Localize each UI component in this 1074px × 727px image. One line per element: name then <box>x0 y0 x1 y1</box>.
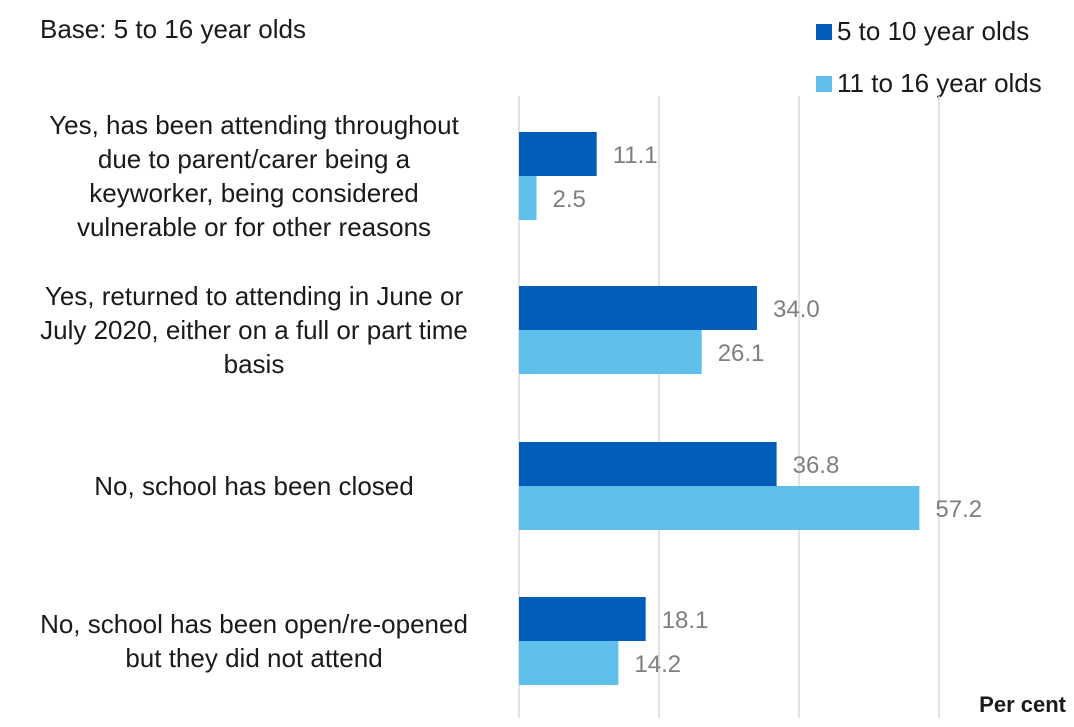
data-label: 11.1 <box>613 142 658 169</box>
category-label: basis <box>224 349 285 379</box>
category-label: Yes, returned to attending in June or <box>45 281 464 311</box>
data-label: 57.2 <box>935 496 982 523</box>
bar-series-2 <box>519 486 920 530</box>
category-label: due to parent/carer being a <box>98 144 411 174</box>
data-label: 26.1 <box>718 340 765 367</box>
bar-series-2 <box>519 641 619 685</box>
x-axis-unit-label: Per cent <box>979 692 1066 717</box>
data-label: 18.1 <box>662 607 709 634</box>
bar-series-2 <box>519 176 537 220</box>
legend-label-series-2: 11 to 16 year olds <box>837 68 1042 98</box>
chart-legend: 5 to 10 year olds 11 to 16 year olds <box>816 16 1042 120</box>
chart-subtitle: Base: 5 to 16 year olds <box>40 14 306 44</box>
data-label: 14.2 <box>634 651 681 678</box>
legend-label-series-1: 5 to 10 year olds <box>837 16 1030 46</box>
legend-item-series-2: 11 to 16 year olds <box>816 68 1042 99</box>
data-label: 36.8 <box>793 452 840 479</box>
legend-swatch-series-1 <box>816 23 832 40</box>
data-label: 34.0 <box>773 296 820 323</box>
data-label: 2.5 <box>553 186 586 213</box>
bar-series-2 <box>519 330 702 374</box>
category-label: keyworker, being considered <box>89 178 419 208</box>
category-label: No, school has been open/re-opened <box>40 609 468 639</box>
bar-series-1 <box>519 597 646 641</box>
category-label: Yes, has been attending throughout <box>49 110 459 140</box>
legend-swatch-series-2 <box>816 75 832 92</box>
category-label: July 2020, either on a full or part time <box>40 315 468 345</box>
category-label: but they did not attend <box>125 643 382 673</box>
legend-item-series-1: 5 to 10 year olds <box>816 16 1042 47</box>
bar-series-1 <box>519 286 757 330</box>
bar-series-1 <box>519 132 597 176</box>
bar-series-1 <box>519 442 777 486</box>
category-label: vulnerable or for other reasons <box>77 212 431 242</box>
category-label: No, school has been closed <box>94 471 413 501</box>
